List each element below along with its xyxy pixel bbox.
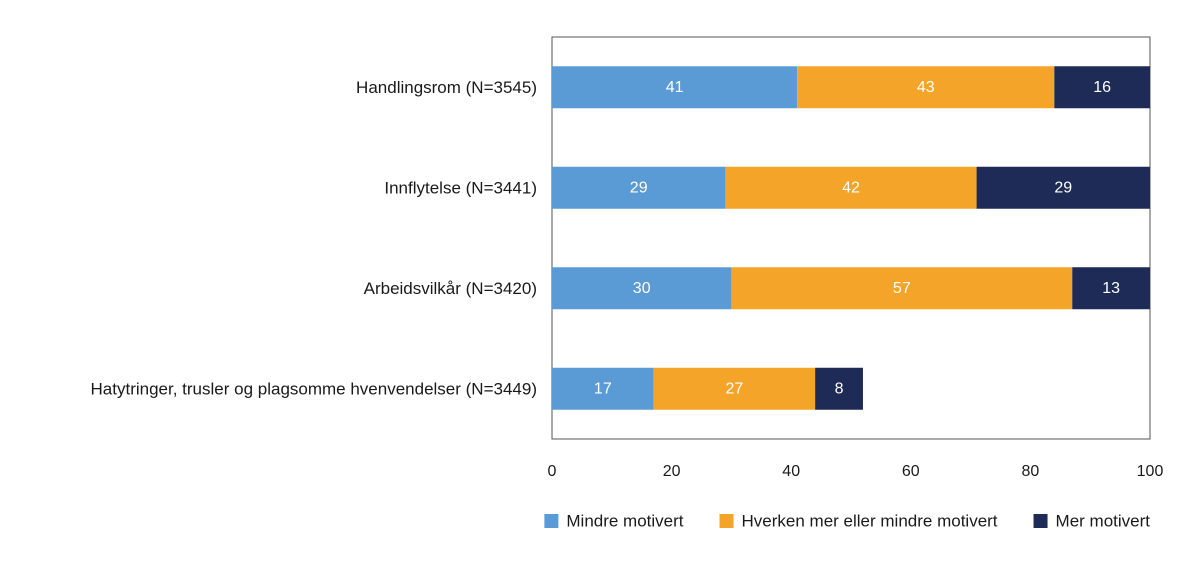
bar-labels: 41 43 16 29 42 29 30 57 13 17 27 8 bbox=[594, 79, 1120, 398]
bar-segment bbox=[976, 166, 1150, 209]
legend: Mindre motivert Hverken mer eller mindre … bbox=[544, 512, 1150, 531]
legend-item: Mer motivert bbox=[1033, 512, 1151, 531]
legend-label: Mer motivert bbox=[1056, 512, 1151, 531]
x-tick-label: 40 bbox=[782, 463, 800, 480]
bar-segment bbox=[1072, 267, 1150, 310]
x-tick-label: 100 bbox=[1137, 463, 1164, 480]
data-label: 57 bbox=[893, 280, 911, 297]
bar-segment bbox=[552, 66, 798, 109]
legend-swatch bbox=[544, 514, 559, 528]
bar-segment bbox=[552, 166, 726, 209]
x-tick-label: 0 bbox=[548, 463, 557, 480]
data-label: 13 bbox=[1102, 280, 1120, 297]
category-labels: Handlingsrom (N=3545) Innflytelse (N=3441… bbox=[91, 78, 537, 399]
data-label: 29 bbox=[1054, 179, 1072, 196]
x-axis-ticks: 0 20 40 60 80 100 bbox=[548, 463, 1164, 480]
legend-item: Hverken mer eller mindre motivert bbox=[719, 512, 998, 531]
plot-frame bbox=[551, 36, 1151, 440]
category-label: Arbeidsvilkår (N=3420) bbox=[364, 279, 537, 298]
data-label: 16 bbox=[1093, 79, 1111, 96]
data-label: 17 bbox=[594, 380, 612, 397]
category-label: Hatytringer, trusler og plagsomme hvenve… bbox=[91, 379, 537, 398]
x-tick-label: 20 bbox=[663, 463, 681, 480]
legend-swatch bbox=[1033, 514, 1048, 528]
bars bbox=[552, 66, 1150, 410]
bar-segment bbox=[653, 367, 816, 410]
legend-label: Mindre motivert bbox=[566, 512, 683, 531]
category-label: Innflytelse (N=3441) bbox=[384, 178, 537, 197]
category-label: Handlingsrom (N=3545) bbox=[356, 78, 537, 97]
data-label: 41 bbox=[666, 79, 684, 96]
bar-segment bbox=[731, 267, 1073, 310]
data-label: 42 bbox=[842, 179, 860, 196]
data-label: 27 bbox=[725, 380, 743, 397]
bar-segment bbox=[1054, 66, 1150, 109]
data-label: 30 bbox=[633, 280, 651, 297]
bar-segment bbox=[552, 267, 732, 310]
x-tick-label: 80 bbox=[1022, 463, 1040, 480]
data-label: 43 bbox=[917, 79, 935, 96]
bar-segment bbox=[552, 367, 654, 410]
data-label: 8 bbox=[835, 380, 844, 397]
legend-item: Mindre motivert bbox=[544, 512, 684, 531]
data-label: 29 bbox=[630, 179, 648, 196]
bar-segment bbox=[725, 166, 977, 209]
legend-label: Hverken mer eller mindre motivert bbox=[742, 512, 998, 531]
x-tick-label: 60 bbox=[902, 463, 920, 480]
bar-segment bbox=[797, 66, 1055, 109]
legend-swatch bbox=[719, 514, 734, 528]
bar-segment bbox=[815, 367, 863, 410]
